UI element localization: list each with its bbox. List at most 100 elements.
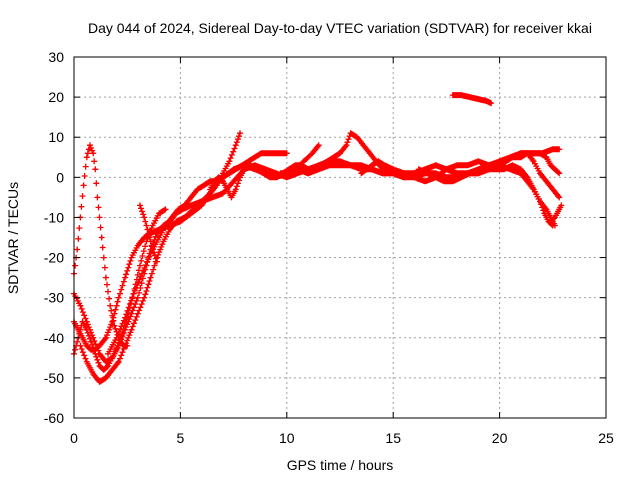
data-point — [255, 168, 259, 171]
data-point — [485, 168, 489, 171]
data-point — [79, 304, 82, 307]
data-point — [94, 168, 97, 171]
data-point — [149, 276, 152, 279]
data-point — [326, 160, 329, 163]
data-point — [443, 180, 446, 183]
data-point — [477, 97, 480, 101]
data-point — [549, 164, 552, 167]
data-point — [200, 200, 203, 203]
data-point — [75, 248, 79, 251]
data-point — [117, 296, 120, 299]
data-point — [177, 208, 180, 211]
data-point — [123, 316, 127, 319]
data-point — [349, 132, 352, 135]
data-point — [164, 208, 167, 211]
data-point — [85, 360, 88, 364]
data-point — [243, 168, 246, 171]
data-markers — [358, 158, 558, 229]
data-point — [362, 144, 365, 147]
data-point — [232, 180, 235, 183]
data-point — [151, 224, 154, 227]
data-point — [106, 352, 110, 356]
data-point — [545, 156, 548, 159]
axis-ticks: 0 5 10 15 20 25 -60 -50 -40 -30 -20 -10 0 10 20 30 — [44, 49, 614, 446]
chart-title: Day 044 of 2024, Sidereal Day-to-day VTE… — [88, 20, 592, 36]
data-point — [213, 180, 216, 183]
data-point — [123, 276, 127, 279]
data-point — [402, 172, 406, 175]
data-point — [115, 336, 118, 339]
data-point — [79, 344, 82, 347]
data-point — [85, 320, 88, 323]
data-point — [557, 208, 561, 211]
series-track-12 — [415, 162, 556, 229]
series-track-4 — [71, 158, 492, 365]
data-point — [208, 180, 212, 183]
data-point — [338, 164, 342, 167]
x-tick-label: 5 — [177, 430, 185, 446]
y-tick-label: -40 — [44, 330, 64, 346]
data-point — [82, 184, 85, 187]
data-point — [349, 164, 352, 167]
data-point — [306, 172, 310, 175]
data-point — [264, 168, 267, 171]
data-point — [434, 164, 437, 167]
data-point — [445, 176, 448, 179]
series-track-15 — [509, 150, 563, 177]
data-point — [338, 160, 342, 163]
data-point — [557, 196, 561, 199]
x-tick-label: 15 — [385, 430, 401, 446]
data-point — [234, 168, 237, 171]
data-point — [355, 136, 359, 139]
data-point — [489, 101, 493, 105]
data-point — [189, 204, 193, 207]
x-axis-label: GPS time / hours — [287, 457, 394, 473]
data-point — [238, 132, 242, 135]
data-point — [143, 236, 146, 239]
data-point — [504, 160, 508, 163]
y-tick-label: 10 — [48, 129, 64, 145]
x-tick-label: 25 — [598, 430, 614, 446]
data-point — [294, 168, 297, 171]
series-track-16 — [547, 202, 565, 225]
data-point — [136, 296, 140, 299]
data-point — [143, 296, 146, 299]
data-point — [247, 160, 250, 163]
y-tick-label: 30 — [48, 49, 64, 65]
data-point — [113, 324, 116, 327]
data-point — [551, 188, 554, 191]
data-point — [130, 256, 133, 259]
data-point — [230, 196, 233, 199]
data-point — [217, 176, 220, 179]
data-point — [317, 144, 320, 147]
data-point — [106, 364, 110, 368]
data-point — [551, 148, 554, 151]
data-point — [557, 148, 561, 151]
data-point — [196, 188, 199, 191]
data-point — [370, 164, 374, 167]
y-tick-label: -30 — [44, 290, 64, 306]
data-point — [221, 180, 225, 183]
data-point — [221, 192, 225, 195]
data-point — [136, 244, 140, 247]
plot-frame — [73, 56, 607, 419]
data-point — [345, 144, 348, 147]
data-markers — [449, 92, 495, 107]
data-point — [208, 188, 212, 191]
data-point — [368, 152, 371, 155]
data-point — [151, 248, 154, 251]
data-point — [162, 240, 165, 243]
data-point — [98, 352, 101, 356]
data-point — [328, 164, 331, 167]
data-point — [183, 216, 186, 219]
data-point — [104, 376, 108, 380]
y-tick-label: 20 — [48, 89, 64, 105]
series-track-5 — [77, 130, 243, 385]
data-point — [215, 184, 218, 187]
data-point — [81, 320, 84, 323]
data-point — [111, 356, 114, 360]
data-point — [260, 152, 263, 155]
y-axis-label: SDTVAR / TECUs — [5, 182, 21, 294]
data-point — [208, 192, 212, 195]
data-point — [519, 168, 523, 171]
